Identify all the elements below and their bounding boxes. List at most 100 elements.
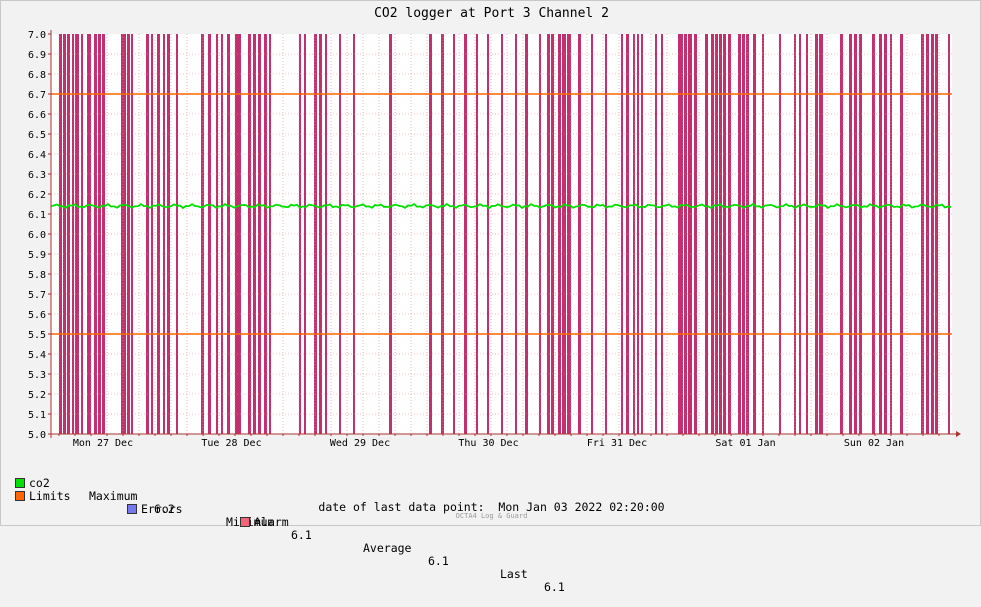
alarm-bar xyxy=(738,34,741,434)
legend-max-label: Maximum xyxy=(89,489,138,503)
y-tick-label: 5.5 xyxy=(28,330,46,341)
alarm-bar xyxy=(840,34,843,434)
legend-avg-label: Average xyxy=(363,541,412,555)
legend-limits-label: Limits xyxy=(29,489,71,503)
y-tick-label: 6.8 xyxy=(28,70,46,81)
legend-co2-label: co2 xyxy=(29,476,50,490)
alarm-bar xyxy=(715,34,718,434)
y-tick-label: 5.2 xyxy=(28,390,46,401)
alarm-bar xyxy=(127,34,130,434)
x-tick-label: Fri 31 Dec xyxy=(587,438,647,449)
x-tick-label: Wed 29 Dec xyxy=(330,438,390,449)
legend-last-label: Last xyxy=(500,567,528,581)
alarm-bar xyxy=(319,34,322,434)
y-tick-label: 6.7 xyxy=(28,90,46,101)
legend-alarm-label: Alarm xyxy=(254,515,289,529)
alarm-bar xyxy=(253,34,256,434)
alarm-bar xyxy=(63,34,66,434)
legend-min-label: Minimum xyxy=(226,515,275,529)
alarm-bar xyxy=(931,34,934,434)
legend-max-value: 6.2 xyxy=(154,502,175,516)
alarm-bar xyxy=(487,34,489,434)
x-tick-label: Mon 27 Dec xyxy=(73,438,133,449)
alarm-bar xyxy=(637,34,639,434)
alarm-bar xyxy=(201,34,204,434)
legend-row-status: Limits Errors Alarm xyxy=(15,477,289,542)
alarm-bar xyxy=(102,34,105,434)
y-tick-label: 6.6 xyxy=(28,110,46,121)
last-point-value: Mon Jan 03 2022 02:20:00 xyxy=(498,500,665,514)
alarm-bar xyxy=(921,34,924,434)
x-tick-label: Sat 01 Jan xyxy=(715,438,775,449)
alarm-bar xyxy=(879,34,882,434)
last-data-point: date of last data point: Mon Jan 03 2022… xyxy=(1,500,981,514)
alarm-bar xyxy=(900,34,903,434)
legend-min-value: 6.1 xyxy=(291,528,312,542)
alarm-bar xyxy=(742,34,745,434)
alarm-bar xyxy=(441,34,444,434)
alarm-bar xyxy=(711,34,714,434)
alarm-bar xyxy=(684,34,687,434)
alarm-bar xyxy=(705,34,708,434)
errors-swatch xyxy=(127,504,137,514)
x-tick-label: Tue 28 Dec xyxy=(201,438,261,449)
alarm-bar xyxy=(547,34,550,434)
alarm-bar xyxy=(258,34,261,434)
alarm-bar xyxy=(163,34,165,434)
alarm-bar xyxy=(753,34,756,434)
legend-errors-label: Errors xyxy=(141,502,183,516)
y-tick-label: 5.6 xyxy=(28,310,46,321)
alarm-bar xyxy=(567,34,571,434)
y-tick-label: 6.2 xyxy=(28,190,46,201)
chart-title: CO2 logger at Port 3 Channel 2 xyxy=(374,6,609,21)
alarm-bar xyxy=(849,34,852,434)
y-tick-label: 5.1 xyxy=(28,410,46,421)
alarm-bar xyxy=(655,34,657,434)
y-tick-label: 5.3 xyxy=(28,370,46,381)
alarm-bar xyxy=(678,34,683,434)
y-tick-label: 6.9 xyxy=(28,50,46,61)
alarm-bar xyxy=(525,34,528,434)
chart-area: 5.0 5.1 5.2 5.3 5.4 5.5 5.6 5.7 5.8 5.9 6.0 6.1 6.2 6… xyxy=(28,30,961,449)
y-tick-label: 5.0 xyxy=(28,430,46,441)
watermark: OCTA4 Log & Guard xyxy=(455,512,528,520)
y-tick-label: 5.7 xyxy=(28,290,46,301)
last-point-label: date of last data point: xyxy=(318,500,485,514)
alarm-bar xyxy=(157,34,160,434)
y-tick-label: 5.4 xyxy=(28,350,46,361)
alarm-bar xyxy=(723,34,726,434)
co2-swatch xyxy=(15,478,25,488)
x-tick-label: Thu 30 Dec xyxy=(458,438,518,449)
alarm-bar xyxy=(661,34,663,434)
alarm-bar xyxy=(325,34,327,434)
alarm-bar xyxy=(799,34,801,434)
y-tick-label: 6.5 xyxy=(28,130,46,141)
y-tick-label: 6.3 xyxy=(28,170,46,181)
alarm-bar xyxy=(67,34,70,434)
y-tick-label: 6.4 xyxy=(28,150,46,161)
y-tick-label: 6.1 xyxy=(28,210,46,221)
alarm-bar xyxy=(304,34,306,434)
legend-avg-value: 6.1 xyxy=(428,554,449,568)
alarm-bar xyxy=(75,34,79,434)
alarm-bar xyxy=(819,34,823,434)
alarm-bar xyxy=(429,34,432,434)
y-tick-label: 5.8 xyxy=(28,270,46,281)
alarm-bar xyxy=(859,34,862,434)
limits-swatch xyxy=(15,491,25,501)
legend-last-value: 6.1 xyxy=(544,580,565,594)
y-tick-label: 7.0 xyxy=(28,30,46,41)
alarm-bar xyxy=(694,34,697,434)
alarm-bar xyxy=(558,34,561,434)
chart-frame: CO2 logger at Port 3 Channel 2 5.0 5.1 5.2… xyxy=(0,0,981,594)
alarm-bar xyxy=(151,34,153,434)
x-tick-label: Sun 02 Jan xyxy=(844,438,904,449)
alarm-bar xyxy=(94,34,97,434)
y-tick-label: 6.0 xyxy=(28,230,46,241)
y-tick-label: 5.9 xyxy=(28,250,46,261)
alarm-bar xyxy=(87,34,91,434)
alarm-bar xyxy=(264,34,267,434)
series-line-co2 xyxy=(50,202,952,210)
x-axis-arrow xyxy=(956,431,961,437)
alarm-bar xyxy=(208,34,211,434)
